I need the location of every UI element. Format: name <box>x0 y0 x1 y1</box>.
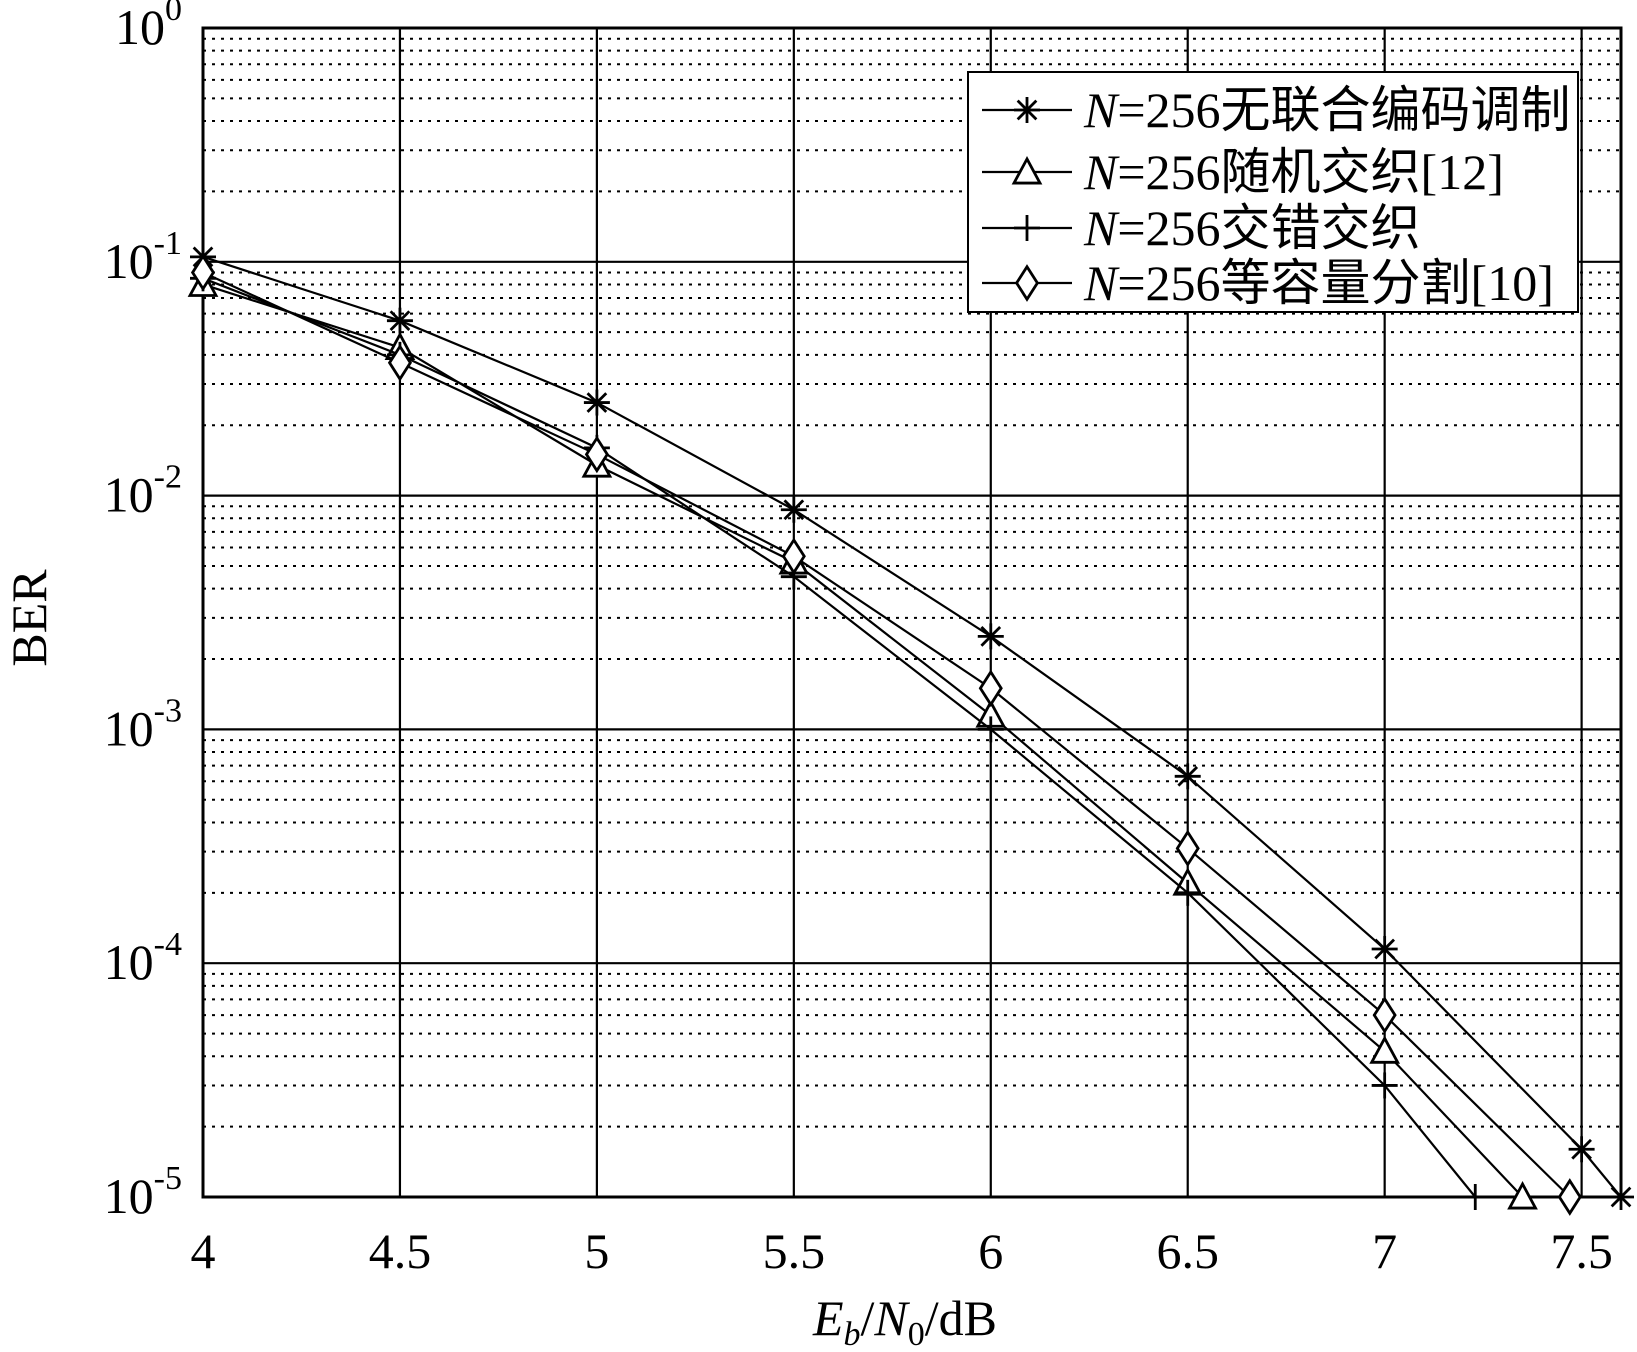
data-point <box>1557 1178 1582 1216</box>
data-point <box>190 253 216 292</box>
legend-label: N=256随机交织[12] <box>1083 144 1504 200</box>
marker-shape <box>978 669 1003 708</box>
series-line <box>202 283 1524 1198</box>
marker-stroke <box>1016 99 1038 121</box>
series-line <box>202 271 1571 1198</box>
marker-shape <box>1369 1035 1401 1064</box>
marker-stroke <box>586 392 608 413</box>
marker-shape <box>387 343 413 382</box>
data-point <box>1174 879 1201 906</box>
marker-stroke <box>980 626 1002 647</box>
plot-frame <box>201 26 1623 1199</box>
y-tick-label: 100 <box>115 0 182 55</box>
data-point <box>583 389 610 416</box>
y-tick-label: 10-4 <box>104 926 182 990</box>
marker-stroke <box>1610 1186 1632 1208</box>
data-point <box>977 716 1004 743</box>
data-point <box>1608 1184 1634 1210</box>
series-line <box>202 277 1477 1198</box>
x-tick-label: 7.5 <box>1550 1223 1613 1279</box>
data-point <box>1174 763 1201 790</box>
x-tick-label: 4 <box>191 1223 216 1279</box>
marker-stroke <box>1571 1138 1592 1160</box>
marker-stroke <box>1374 938 1396 960</box>
marker-shape <box>1507 1181 1538 1210</box>
x-tick-label: 6 <box>978 1223 1003 1279</box>
data-point <box>1507 1181 1538 1210</box>
data-point <box>1369 1035 1401 1064</box>
x-tick-label: 5 <box>584 1223 609 1279</box>
legend-entry-2: N=256随机交织[12] <box>982 144 1504 200</box>
data-point <box>781 537 806 576</box>
marker-stroke <box>783 499 805 521</box>
marker-shape <box>1175 829 1200 868</box>
y-tick-label: 10-2 <box>104 459 182 523</box>
data-point <box>1568 1136 1595 1163</box>
data-point <box>1371 1072 1398 1099</box>
x-tick-label: 7 <box>1372 1223 1397 1279</box>
data-point <box>977 623 1004 650</box>
legend: N=256无联合编码调制 N=256随机交织[12]N=256交错交织N=256等… <box>967 71 1579 313</box>
series-3 <box>190 265 1489 1210</box>
y-tick-label: 10-1 <box>104 225 182 289</box>
data-point <box>386 307 413 334</box>
x-tick-labels: 4 4.5 5 5.5 6 6.5 7 7.5 <box>191 1223 1613 1279</box>
y-axis-label: BER <box>1 569 57 667</box>
marker-stroke <box>389 310 411 332</box>
marker-shape <box>781 537 806 576</box>
legend-entry-3: N=256交错交织 <box>982 200 1421 256</box>
data-point <box>584 435 609 474</box>
legend-label: N=256交错交织 <box>1083 200 1421 256</box>
data-point <box>1372 996 1397 1034</box>
legend-marker <box>1011 156 1043 185</box>
x-tick-label: 5.5 <box>763 1223 826 1279</box>
series-1 <box>190 243 1634 1210</box>
series-4 <box>190 253 1582 1216</box>
x-tick-label: 6.5 <box>1156 1223 1219 1279</box>
data-point <box>978 669 1003 708</box>
legend-entry-4: N=256等容量分割[10] <box>982 255 1554 311</box>
marker-stroke <box>1177 765 1199 787</box>
x-tick-label: 4.5 <box>369 1223 432 1279</box>
marker-shape <box>1014 264 1040 302</box>
marker-shape <box>190 253 216 292</box>
marker-shape <box>584 435 609 474</box>
marker-shape <box>1011 156 1043 185</box>
y-tick-label: 10-3 <box>104 692 182 756</box>
legend-marker <box>1014 264 1040 302</box>
data-point <box>387 343 413 382</box>
data-point <box>1462 1184 1489 1210</box>
legend-label: N=256等容量分割[10] <box>1083 255 1554 311</box>
data-point <box>1175 829 1200 868</box>
legend-box <box>967 71 1579 313</box>
marker-shape <box>1372 996 1397 1034</box>
data-point <box>780 496 807 523</box>
x-axis-label: Eb/N0/dB <box>812 1290 997 1352</box>
legend-marker <box>1014 97 1040 123</box>
legend-marker <box>1014 215 1040 241</box>
legend-label: N=256无联合编码调制 <box>1083 82 1571 138</box>
y-tick-label: 10-5 <box>104 1160 182 1224</box>
data-point <box>1371 936 1398 963</box>
legend-entry-1: N=256无联合编码调制 <box>982 82 1571 138</box>
series-line <box>202 255 1622 1198</box>
series-layer <box>187 243 1634 1216</box>
y-tick-labels: 100 10-1 10-2 10-3 10-4 10-5 <box>104 0 182 1224</box>
marker-shape <box>1557 1178 1582 1216</box>
